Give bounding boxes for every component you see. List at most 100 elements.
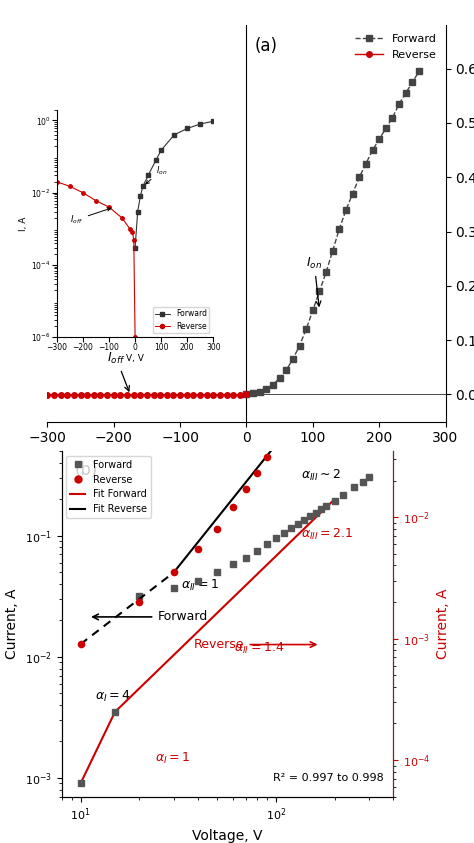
Forward <box>310 305 316 315</box>
Text: (a): (a) <box>255 37 277 55</box>
Reverse <box>197 389 203 400</box>
Reverse <box>244 389 249 400</box>
Reverse <box>137 597 142 607</box>
Reverse <box>144 389 150 400</box>
Forward <box>171 583 177 593</box>
Reverse <box>164 389 170 400</box>
Forward <box>318 504 324 514</box>
Forward <box>112 707 118 717</box>
Reverse <box>84 389 90 400</box>
Forward <box>264 384 269 394</box>
Reverse <box>104 389 110 400</box>
Reverse <box>243 484 248 494</box>
Legend: Forward, Reverse: Forward, Reverse <box>352 31 440 63</box>
Reverse <box>351 336 356 346</box>
Reverse <box>131 389 137 400</box>
Reverse <box>118 389 123 400</box>
Reverse <box>195 544 201 554</box>
Reverse <box>58 389 64 400</box>
Line: Fit Forward: Fit Forward <box>115 499 335 712</box>
Text: $\alpha_{II} = 1$: $\alpha_{II} = 1$ <box>181 578 219 593</box>
Forward <box>337 223 342 234</box>
Line: Reverse: Reverse <box>77 325 372 647</box>
Forward <box>313 507 319 518</box>
Forward <box>264 540 270 550</box>
Reverse <box>264 453 270 463</box>
Reverse <box>151 389 156 400</box>
Reverse <box>230 389 236 400</box>
Fit Forward <box>112 707 118 717</box>
Text: $\alpha_{III} \sim 2$: $\alpha_{III} \sim 2$ <box>301 468 341 483</box>
Reverse <box>171 567 177 577</box>
Forward <box>243 552 248 562</box>
Reverse <box>217 389 223 400</box>
Reverse <box>78 639 83 649</box>
Forward <box>396 99 402 109</box>
Forward <box>273 534 279 544</box>
Text: $I_{on}$: $I_{on}$ <box>146 164 167 184</box>
Reverse <box>177 389 183 400</box>
Reverse <box>360 328 366 338</box>
Reverse <box>214 524 220 534</box>
Forward <box>416 67 422 77</box>
Forward <box>283 365 289 375</box>
Forward <box>195 577 201 587</box>
Reverse <box>301 394 307 404</box>
Forward <box>351 482 356 492</box>
Forward <box>277 373 283 383</box>
Text: $I_{off}$: $I_{off}$ <box>70 207 110 226</box>
Forward <box>330 245 336 255</box>
Forward <box>360 476 366 486</box>
Fit Forward <box>332 494 337 504</box>
Text: Reverse: Reverse <box>193 638 244 651</box>
Forward <box>250 389 256 399</box>
Forward <box>270 379 276 389</box>
Forward <box>290 354 296 364</box>
Forward <box>323 502 328 512</box>
Line: Forward: Forward <box>243 68 422 398</box>
Reverse <box>45 389 50 400</box>
Forward <box>403 88 409 98</box>
Forward <box>307 511 313 521</box>
Forward <box>295 518 301 529</box>
Forward <box>383 123 389 133</box>
Reverse <box>191 389 196 400</box>
Reverse <box>230 502 236 513</box>
Reverse <box>51 389 57 400</box>
Forward <box>317 286 322 296</box>
Forward <box>289 524 294 534</box>
Y-axis label: Current, A: Current, A <box>5 588 19 659</box>
Forward <box>340 491 346 501</box>
Text: $\alpha_I = 4$: $\alpha_I = 4$ <box>95 689 130 704</box>
Forward <box>230 559 236 569</box>
Reverse <box>224 389 229 400</box>
Reverse <box>332 354 337 364</box>
Reverse <box>313 377 319 387</box>
Reverse <box>323 364 328 374</box>
Text: $\alpha_I = 1$: $\alpha_I = 1$ <box>155 751 190 766</box>
Forward <box>343 205 349 215</box>
Reverse <box>78 389 83 400</box>
Y-axis label: I, A: I, A <box>19 216 28 231</box>
Reverse <box>273 438 279 448</box>
Reverse <box>366 323 372 333</box>
Text: R² = 0.997 to 0.998: R² = 0.997 to 0.998 <box>273 773 383 783</box>
Text: $I_{on}$: $I_{on}$ <box>306 255 322 306</box>
Forward <box>366 472 372 482</box>
Line: Reverse: Reverse <box>45 392 249 398</box>
Forward <box>297 341 302 351</box>
Reverse <box>340 346 346 356</box>
Forward <box>254 545 260 556</box>
Forward <box>257 387 263 397</box>
X-axis label: Voltage, V: Voltage, V <box>192 829 263 842</box>
Reverse <box>111 389 117 400</box>
Text: Forward: Forward <box>158 610 208 624</box>
Reverse <box>204 389 210 400</box>
Forward <box>390 112 395 122</box>
Reverse <box>171 389 176 400</box>
Reverse <box>289 413 294 423</box>
Legend: Forward, Reverse: Forward, Reverse <box>153 307 210 333</box>
Forward <box>323 267 329 277</box>
Forward <box>303 325 309 335</box>
X-axis label: V, V: V, V <box>233 451 260 464</box>
